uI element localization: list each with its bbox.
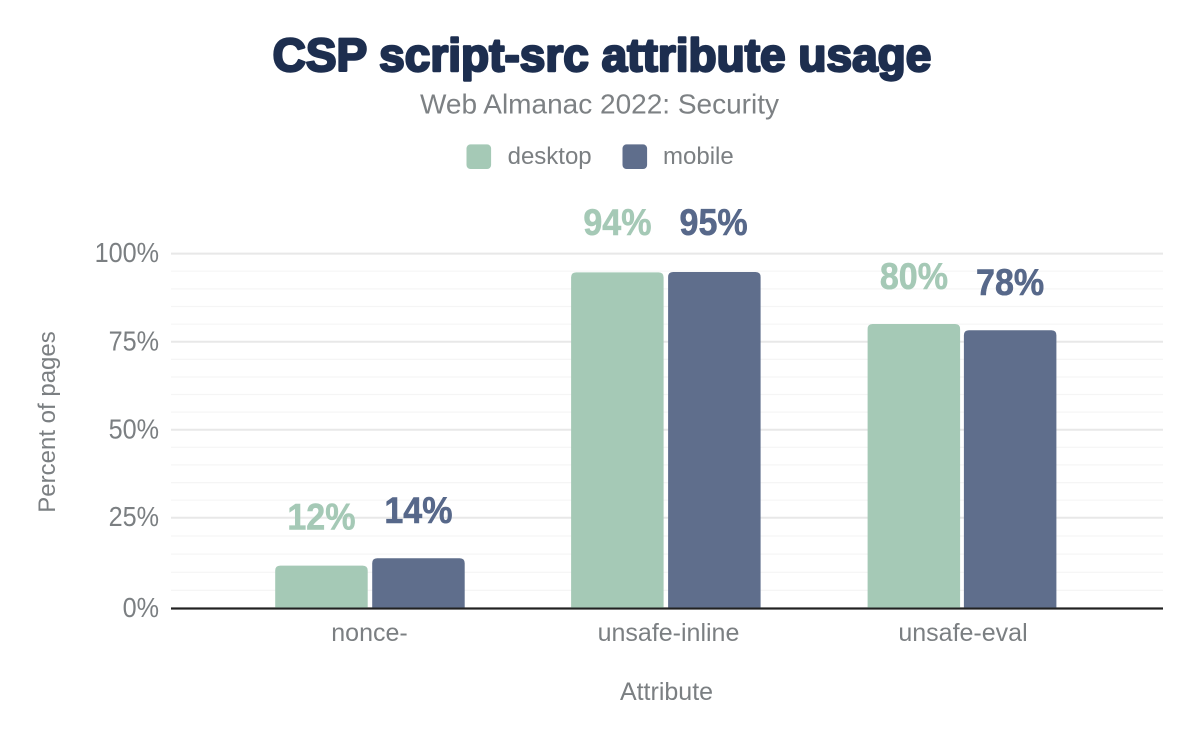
svg-text:CSP script-src attribute usage: CSP script-src attribute usage (273, 29, 932, 81)
svg-text:Attribute: Attribute (620, 678, 713, 706)
svg-text:100%: 100% (95, 237, 159, 269)
svg-text:94%: 94% (583, 202, 651, 244)
svg-text:0%: 0% (123, 592, 159, 624)
svg-text:unsafe-eval: unsafe-eval (898, 619, 1027, 647)
svg-text:25%: 25% (109, 501, 159, 533)
svg-text:78%: 78% (976, 262, 1044, 304)
svg-text:mobile: mobile (663, 143, 734, 170)
svg-text:80%: 80% (880, 256, 948, 298)
svg-text:Percent of pages: Percent of pages (34, 331, 61, 512)
svg-text:14%: 14% (384, 490, 452, 532)
svg-text:Web Almanac 2022: Security: Web Almanac 2022: Security (420, 88, 779, 119)
svg-text:75%: 75% (109, 325, 159, 357)
svg-text:unsafe-inline: unsafe-inline (598, 619, 740, 647)
svg-text:50%: 50% (109, 413, 159, 445)
svg-text:12%: 12% (287, 496, 355, 538)
svg-text:nonce-: nonce- (331, 619, 407, 647)
svg-text:desktop: desktop (508, 143, 592, 170)
svg-text:95%: 95% (680, 201, 748, 243)
